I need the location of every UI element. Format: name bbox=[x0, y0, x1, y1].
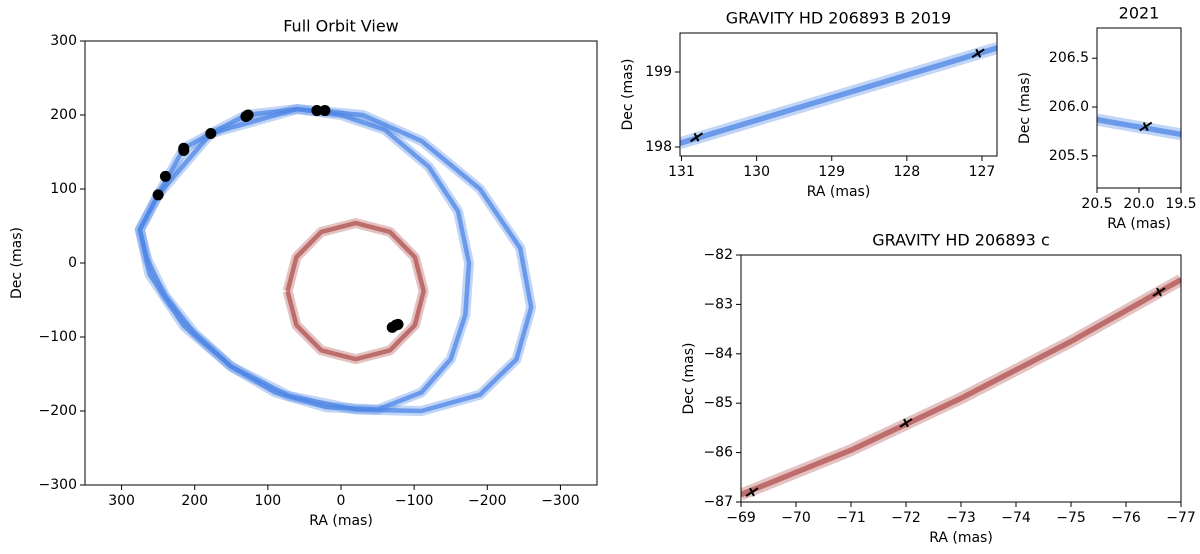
data-point bbox=[392, 318, 404, 330]
y-tick-label: 205.5 bbox=[1049, 148, 1089, 164]
x-tick-label: 130 bbox=[743, 164, 770, 180]
y-tick-label: 100 bbox=[50, 181, 77, 197]
y-tick-label: −82 bbox=[703, 247, 733, 263]
x-tick-label: 0 bbox=[337, 493, 346, 509]
x-tick-label: −77 bbox=[1166, 510, 1196, 526]
y-tick-label: −83 bbox=[703, 296, 733, 312]
data-point bbox=[311, 105, 323, 117]
x-tick-label: 200 bbox=[181, 493, 208, 509]
orbit-band bbox=[741, 274, 1181, 501]
x-tick-label: −73 bbox=[946, 510, 976, 526]
axes-frame bbox=[679, 32, 998, 157]
plot-area bbox=[134, 104, 537, 416]
chart-title: Full Orbit View bbox=[283, 17, 399, 36]
x-tick-label: 128 bbox=[893, 164, 920, 180]
y-tick-label: −86 bbox=[703, 445, 733, 461]
x-tick-label: −69 bbox=[726, 510, 756, 526]
x-tick-label: 20.5 bbox=[1081, 196, 1112, 212]
data-point bbox=[745, 487, 759, 497]
x-tick-label: −76 bbox=[1111, 510, 1141, 526]
data-point bbox=[971, 48, 985, 59]
chart-title: GRAVITY HD 206893 B 2019 bbox=[726, 9, 951, 28]
orbit-line bbox=[1097, 117, 1181, 138]
y-axis-label: Dec (mas) bbox=[1017, 72, 1033, 144]
y-axis-label: Dec (mas) bbox=[681, 343, 697, 415]
y-tick-label: 300 bbox=[50, 33, 77, 49]
chart-title: 2021 bbox=[1119, 4, 1160, 23]
y-axis-label: Dec (mas) bbox=[9, 227, 25, 299]
x-tick-label: −72 bbox=[891, 510, 921, 526]
orbit-line bbox=[137, 106, 534, 414]
plot-area bbox=[680, 42, 997, 149]
data-point bbox=[1152, 287, 1166, 297]
plot-area bbox=[741, 274, 1181, 501]
x-tick-label: 131 bbox=[668, 164, 695, 180]
x-axis-label: RA (mas) bbox=[929, 530, 993, 546]
data-point bbox=[899, 418, 913, 428]
x-tick-label: 127 bbox=[969, 164, 996, 180]
x-axis-label: RA (mas) bbox=[1107, 216, 1171, 232]
orbit-line bbox=[680, 45, 997, 146]
y-tick-label: 200 bbox=[50, 107, 77, 123]
y-tick-label: 206.0 bbox=[1049, 99, 1089, 115]
x-tick-label: −74 bbox=[1001, 510, 1031, 526]
y-tick-label: −85 bbox=[703, 395, 733, 411]
x-axis-label: RA (mas) bbox=[309, 513, 373, 529]
y-tick-label: 198 bbox=[645, 139, 672, 155]
y-tick-label: −300 bbox=[39, 477, 77, 493]
y-tick-label: −84 bbox=[703, 346, 733, 362]
x-tick-label: 100 bbox=[254, 493, 281, 509]
x-tick-label: −200 bbox=[468, 493, 506, 509]
orbit-line bbox=[741, 277, 1181, 498]
y-tick-label: 199 bbox=[645, 64, 672, 80]
data-point bbox=[1139, 121, 1153, 132]
x-tick-label: −100 bbox=[395, 493, 433, 509]
y-tick-label: −200 bbox=[39, 403, 77, 419]
x-tick-label: −75 bbox=[1056, 510, 1086, 526]
x-tick-label: −70 bbox=[781, 510, 811, 526]
y-tick-label: 0 bbox=[68, 255, 77, 271]
x-tick-label: −71 bbox=[836, 510, 866, 526]
data-point bbox=[152, 189, 164, 201]
orbit-line bbox=[285, 220, 426, 362]
data-point bbox=[319, 105, 331, 117]
data-point bbox=[178, 142, 190, 154]
y-tick-label: 206.5 bbox=[1049, 50, 1089, 66]
x-tick-label: 19.5 bbox=[1165, 196, 1196, 212]
data-point bbox=[689, 132, 704, 143]
data-point bbox=[242, 109, 254, 121]
x-tick-label: 300 bbox=[108, 493, 135, 509]
y-tick-label: −100 bbox=[39, 329, 77, 345]
x-axis-label: RA (mas) bbox=[807, 184, 871, 200]
x-tick-label: −300 bbox=[541, 493, 579, 509]
data-point bbox=[159, 170, 171, 182]
x-tick-label: 20.0 bbox=[1123, 196, 1154, 212]
orbit-line bbox=[137, 106, 472, 412]
axes-frame bbox=[1096, 27, 1182, 189]
y-axis-label: Dec (mas) bbox=[620, 59, 636, 131]
chart-title: GRAVITY HD 206893 c bbox=[872, 231, 1049, 250]
data-point bbox=[205, 128, 217, 139]
x-tick-label: 129 bbox=[818, 164, 845, 180]
plot-area bbox=[1097, 113, 1181, 141]
y-tick-label: −87 bbox=[703, 494, 733, 510]
